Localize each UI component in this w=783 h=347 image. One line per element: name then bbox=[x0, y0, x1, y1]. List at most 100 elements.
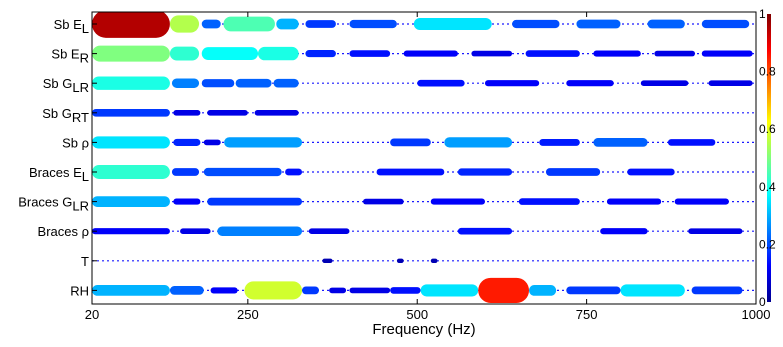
heatmap-cell bbox=[92, 108, 170, 117]
heatmap-cell bbox=[273, 78, 299, 88]
heatmap-cell bbox=[92, 136, 170, 149]
heatmap-cell bbox=[390, 287, 421, 294]
colorbar-tick-label: 0 bbox=[759, 295, 766, 309]
heatmap-cell bbox=[92, 45, 170, 62]
x-axis-label: Frequency (Hz) bbox=[372, 321, 475, 338]
heatmap-cell bbox=[254, 110, 299, 116]
heatmap-cell bbox=[390, 138, 431, 147]
heatmap-cell bbox=[207, 110, 248, 116]
heatmap-cell bbox=[620, 284, 685, 297]
heatmap-cell bbox=[305, 20, 336, 28]
heatmap-cell bbox=[258, 46, 299, 61]
heatmap-cell bbox=[430, 198, 485, 205]
heatmap-cell bbox=[484, 80, 540, 87]
heatmap-cells bbox=[92, 12, 756, 303]
heatmap-cell bbox=[180, 228, 211, 234]
heatmap-cell bbox=[420, 284, 479, 297]
x-tick-label: 1000 bbox=[742, 307, 771, 322]
x-axis-ticks: 20 250 500 750 1000 bbox=[85, 12, 771, 322]
heatmap-cell bbox=[444, 137, 513, 148]
heatmap-cell bbox=[478, 277, 530, 303]
colorbar-tick-label: 0.6 bbox=[759, 122, 776, 136]
heatmap-cell bbox=[305, 50, 336, 58]
heatmap-cell bbox=[322, 258, 333, 263]
colorbar-ticks: 0 0.2 0.4 0.6 0.8 1 bbox=[759, 7, 776, 309]
heatmap-cell bbox=[329, 287, 347, 294]
heatmap-cell bbox=[203, 167, 282, 177]
heatmap-cell bbox=[171, 168, 200, 176]
heatmap-cell bbox=[169, 15, 200, 33]
heatmap-cell bbox=[92, 196, 170, 207]
heatmap-cell bbox=[376, 168, 445, 176]
heatmap-cell bbox=[210, 287, 238, 294]
colorbar-tick-label: 1 bbox=[759, 7, 766, 21]
heatmap-cell bbox=[235, 78, 272, 88]
heatmap-cell bbox=[566, 286, 621, 295]
y-tick-label: T bbox=[81, 254, 89, 269]
plot-frame bbox=[91, 11, 757, 305]
heatmap-cell bbox=[173, 198, 201, 205]
heatmap-cell bbox=[667, 139, 716, 146]
heatmap-cell bbox=[308, 228, 350, 234]
x-tick-label: 20 bbox=[85, 307, 99, 322]
y-tick-label: RH bbox=[70, 283, 89, 298]
heatmap-cell bbox=[276, 18, 299, 30]
heatmap-cell bbox=[217, 226, 303, 236]
heatmap-cell bbox=[457, 227, 513, 235]
heatmap-cell bbox=[363, 198, 404, 205]
heatmap-cell bbox=[201, 79, 235, 88]
heatmap-cell bbox=[576, 19, 621, 29]
heatmap-cell bbox=[417, 79, 465, 87]
heatmap-cell bbox=[539, 138, 580, 146]
heatmap-cell bbox=[171, 78, 200, 88]
heatmap-cell bbox=[518, 198, 580, 205]
heatmap-cell bbox=[430, 258, 438, 263]
heatmap-cell bbox=[349, 287, 391, 294]
heatmap-cell bbox=[545, 168, 601, 176]
y-tick-label: Sb ER bbox=[51, 47, 89, 66]
heatmap-cell bbox=[627, 168, 675, 176]
heatmap-cell bbox=[224, 137, 303, 148]
heatmap-cell bbox=[674, 198, 729, 205]
heatmap-cell bbox=[593, 50, 641, 57]
heatmap-cell bbox=[566, 80, 614, 87]
heatmap-cell bbox=[92, 76, 170, 90]
x-tick-label: 250 bbox=[237, 307, 259, 322]
heatmap-cell bbox=[169, 46, 200, 61]
heatmap-cell bbox=[223, 16, 275, 32]
heatmap-cell bbox=[349, 19, 397, 29]
heatmap-cell bbox=[207, 197, 303, 206]
heatmap-cell bbox=[654, 50, 696, 57]
heatmap-cell bbox=[201, 47, 258, 61]
colorbar bbox=[767, 14, 771, 302]
y-tick-label: Sb GRT bbox=[42, 106, 89, 125]
heatmap-cell bbox=[529, 285, 557, 296]
heatmap-cell bbox=[457, 168, 513, 176]
colorbar-tick-label: 0.2 bbox=[759, 237, 776, 251]
heatmap-cell bbox=[349, 50, 391, 57]
x-tick-label: 750 bbox=[576, 307, 598, 322]
heatmap-cell bbox=[691, 286, 743, 295]
heatmap-cell bbox=[525, 50, 580, 57]
heatmap-cell bbox=[512, 19, 560, 29]
heatmap-cell bbox=[173, 110, 201, 116]
heatmap-cell bbox=[285, 168, 303, 176]
colorbar-tick-label: 0.8 bbox=[759, 65, 776, 79]
colorbar-tick-label: 0.4 bbox=[759, 180, 776, 194]
heatmap-cell bbox=[396, 258, 404, 263]
y-tick-label: Braces ρ bbox=[38, 224, 89, 239]
heatmap-cell bbox=[688, 228, 743, 234]
y-tick-label: Sb EL bbox=[54, 17, 89, 36]
heatmap-cell bbox=[701, 19, 750, 29]
heatmap-cell bbox=[640, 80, 689, 86]
heatmap-cell bbox=[201, 19, 221, 29]
heatmap-cell bbox=[471, 50, 513, 57]
heatmap-cell bbox=[413, 17, 492, 31]
y-axis-ticks: Sb EL Sb ER Sb GLR Sb GRT Sb ρ Braces EL Brace… bbox=[18, 17, 97, 298]
heatmap-cell bbox=[92, 285, 170, 296]
heatmap-cell bbox=[244, 281, 303, 300]
x-tick-label: 500 bbox=[406, 307, 428, 322]
heatmap-cell bbox=[600, 228, 648, 235]
heatmap-cell bbox=[302, 286, 319, 295]
